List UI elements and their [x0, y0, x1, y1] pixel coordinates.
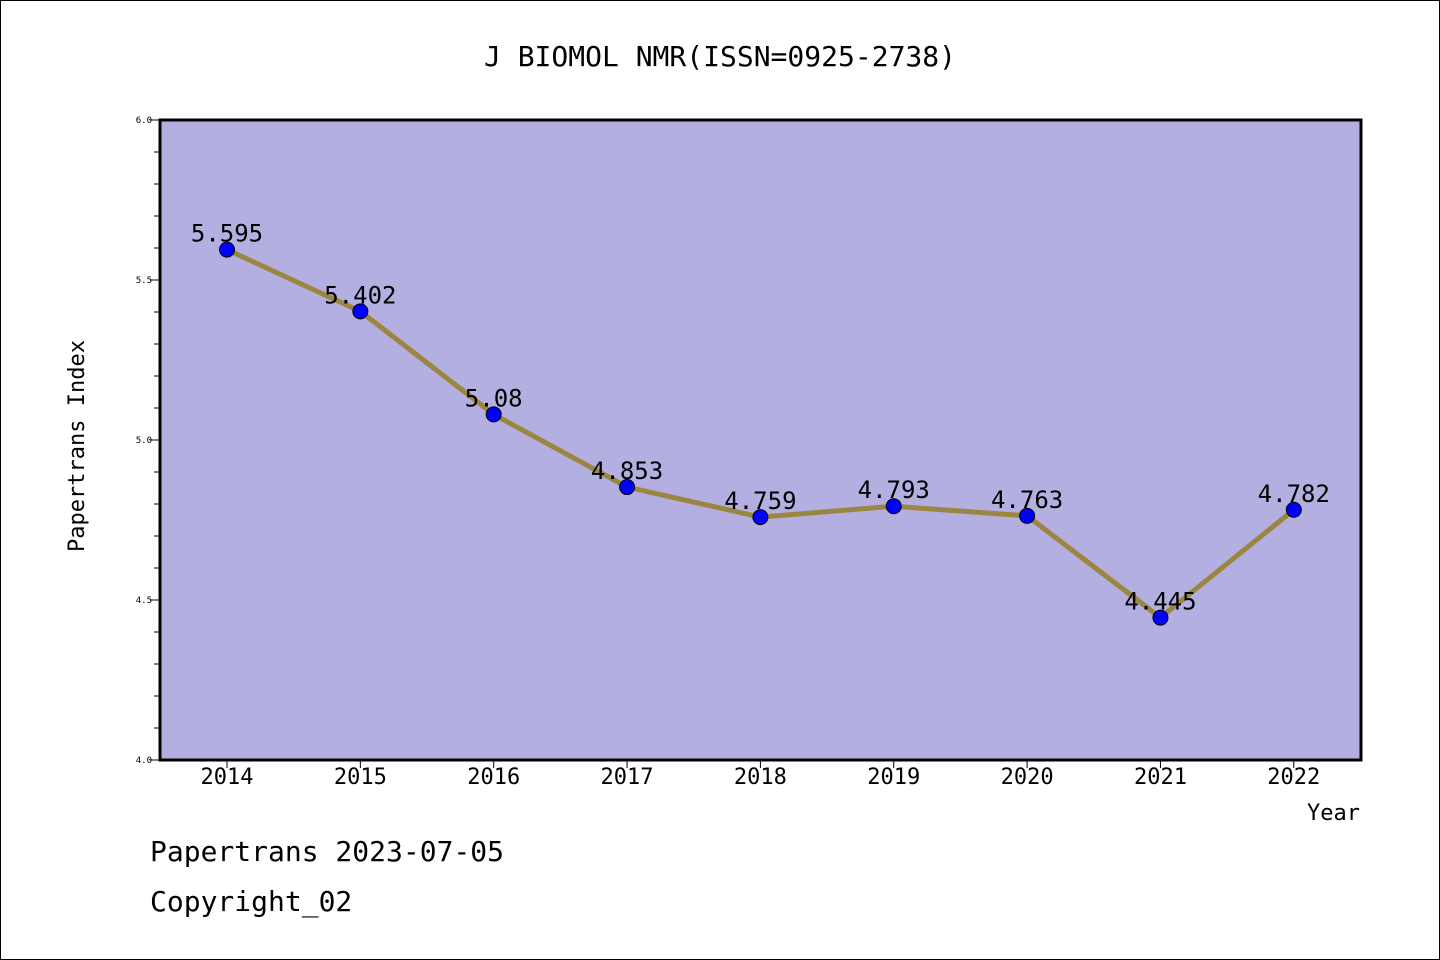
- data-point: [219, 241, 235, 258]
- footer-date: Papertrans 2023-07-05: [150, 835, 505, 868]
- data-label: 4.445: [1124, 588, 1196, 616]
- data-labels: 5.595 5.402 5.08 4.853 4.759 4.793 4.763 4.445 4…: [191, 220, 1330, 616]
- chart-title: J BIOMOL NMR(ISSN=0925-2738): [484, 40, 956, 73]
- x-tick-label: 2019: [867, 765, 920, 790]
- x-tick-label: 2016: [467, 765, 520, 790]
- data-label: 4.793: [858, 476, 930, 504]
- data-point: [752, 509, 769, 526]
- y-axis-ticks: 4.0 4.5 5.0 5.5 6.0: [136, 116, 160, 766]
- data-point: [485, 406, 502, 423]
- y-tick-label: 5.5: [136, 276, 152, 286]
- data-point: [1019, 507, 1036, 524]
- x-tick-label: 2022: [1267, 765, 1320, 790]
- data-label: 5.08: [465, 384, 523, 412]
- data-point: [885, 498, 902, 515]
- series-markers: [219, 241, 1302, 626]
- data-point: [1152, 609, 1169, 626]
- x-axis-ticks: 2014 2015 2016 2017 2018 2019 2020 2021 2022: [201, 760, 1320, 790]
- y-axis-label: Papertrans Index: [65, 340, 90, 552]
- x-tick-label: 2021: [1134, 765, 1187, 790]
- plot-area: [158, 118, 1363, 762]
- x-tick-label: 2020: [1001, 765, 1054, 790]
- data-label: 5.595: [191, 220, 263, 248]
- x-tick-label: 2015: [334, 765, 387, 790]
- data-label: 4.759: [724, 487, 796, 515]
- y-tick-label: 4.5: [136, 596, 152, 606]
- x-tick-label: 2017: [601, 765, 654, 790]
- y-tick-label: 5.0: [136, 436, 152, 446]
- data-point: [1285, 501, 1302, 518]
- data-label: 4.853: [591, 457, 663, 485]
- y-tick-label: 6.0: [136, 116, 152, 126]
- data-label: 5.402: [324, 281, 396, 309]
- data-point: [619, 479, 636, 496]
- y-tick-label: 4.0: [136, 756, 152, 766]
- footer-copyright: Copyright_02: [150, 885, 353, 918]
- data-label: 4.782: [1258, 480, 1330, 508]
- data-point: [352, 303, 369, 320]
- x-tick-label: 2018: [734, 765, 787, 790]
- x-axis-label: Year: [1307, 801, 1360, 826]
- data-label: 4.763: [991, 486, 1063, 514]
- x-tick-label: 2014: [201, 765, 254, 790]
